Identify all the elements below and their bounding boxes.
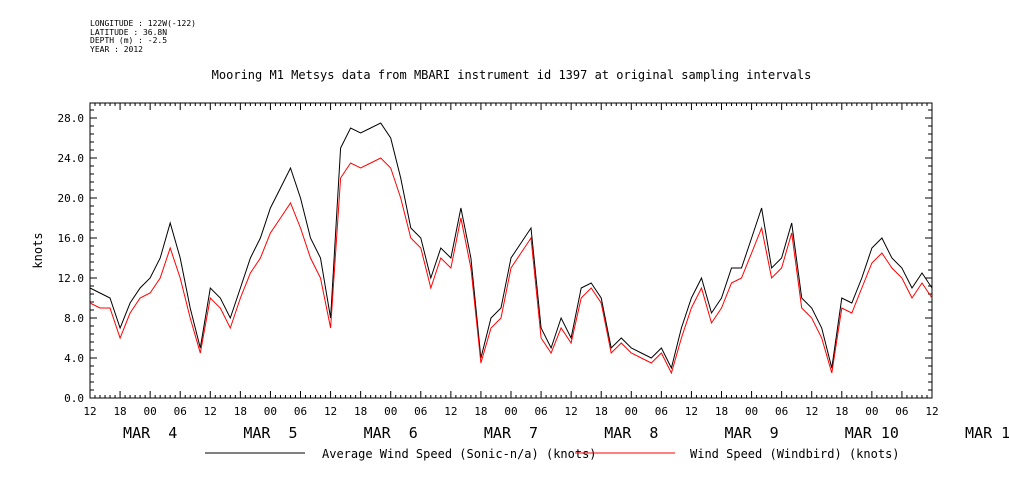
x-tick-label: 00 — [384, 405, 397, 418]
x-tick-label: 00 — [625, 405, 638, 418]
y-tick-label: 4.0 — [64, 352, 84, 365]
series-line-1 — [89, 122, 933, 370]
x-tick-label: 18 — [474, 405, 487, 418]
x-tick-label: 12 — [83, 405, 96, 418]
legend-label-2: Wind Speed (Windbird) (knots) — [690, 447, 900, 461]
y-tick-label: 24.0 — [58, 152, 85, 165]
x-tick-label: 00 — [745, 405, 758, 418]
depth-label: DEPTH (m) : -2.5 — [90, 36, 168, 45]
date-label: MAR 9 — [724, 424, 778, 442]
x-tick-label: 06 — [775, 405, 788, 418]
x-tick-label: 00 — [865, 405, 878, 418]
y-tick-label: 20.0 — [58, 192, 85, 205]
date-label: MAR 5 — [243, 424, 297, 442]
x-tick-label: 06 — [174, 405, 187, 418]
longitude-label: LONGITUDE : 122W(-122) — [90, 19, 196, 28]
y-tick-label: 8.0 — [64, 312, 84, 325]
x-tick-label: 12 — [324, 405, 337, 418]
x-tick-label: 18 — [234, 405, 247, 418]
x-tick-label: 00 — [144, 405, 157, 418]
y-tick-label: 0.0 — [64, 392, 84, 405]
date-label: MAR 4 — [123, 424, 177, 442]
x-tick-label: 06 — [534, 405, 547, 418]
x-tick-label: 06 — [294, 405, 307, 418]
metadata-block: LONGITUDE : 122W(-122) LATITUDE : 36.8N … — [90, 19, 196, 54]
x-tick-label: 00 — [504, 405, 517, 418]
date-label: MAR 6 — [364, 424, 418, 442]
date-label: MAR 8 — [604, 424, 658, 442]
x-tick-label: 18 — [835, 405, 848, 418]
year-label: YEAR : 2012 — [90, 44, 143, 54]
x-tick-label: 12 — [685, 405, 698, 418]
x-tick-label: 06 — [895, 405, 908, 418]
x-tick-label: 18 — [595, 405, 608, 418]
chart-title: Mooring M1 Metsys data from MBARI instru… — [211, 68, 812, 82]
date-label: MAR 11 — [965, 424, 1009, 442]
y-tick-label: 28.0 — [58, 112, 85, 125]
x-tick-label: 18 — [715, 405, 728, 418]
plot-frame — [89, 102, 933, 399]
x-tick-label: 18 — [113, 405, 126, 418]
legend-label-1: Average Wind Speed (Sonic-n/a) (knots) — [322, 447, 597, 461]
x-tick-label: 00 — [264, 405, 277, 418]
y-tick-label: 16.0 — [58, 232, 85, 245]
x-tick-label: 12 — [565, 405, 578, 418]
series-line-2 — [89, 157, 933, 375]
latitude-label: LATITUDE : 36.8N — [90, 27, 168, 37]
x-tick-label: 12 — [805, 405, 818, 418]
y-axis-label: knots — [31, 232, 45, 268]
x-tick-label: 12 — [204, 405, 217, 418]
x-tick-label: 12 — [444, 405, 457, 418]
x-tick-label: 06 — [414, 405, 427, 418]
y-tick-label: 12.0 — [58, 272, 85, 285]
x-tick-label: 06 — [655, 405, 668, 418]
x-tick-label: 12 — [925, 405, 938, 418]
date-label: MAR 7 — [484, 424, 538, 442]
date-label: MAR 10 — [845, 424, 899, 442]
x-tick-label: 18 — [354, 405, 367, 418]
